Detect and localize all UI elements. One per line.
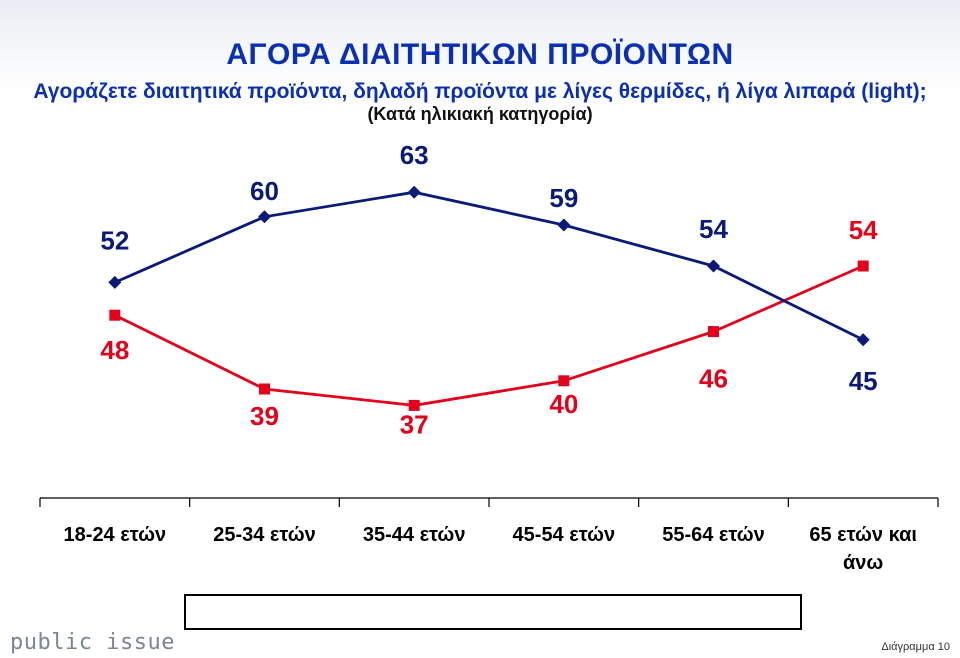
data-label-Ναι: 37 (400, 409, 429, 439)
data-label-Ναι: 46 (699, 364, 728, 394)
data-point-Όχι (407, 185, 421, 199)
data-point-Ναι (558, 375, 570, 387)
data-label-Όχι: 54 (699, 214, 728, 244)
x-tick-label: 35-44 ετών (363, 524, 466, 546)
data-label-Όχι: 60 (250, 176, 279, 206)
data-point-Όχι (856, 333, 870, 347)
data-label-Όχι: 59 (549, 183, 578, 213)
chart-title: ΑΓΟΡΑ ΔΙΑΙΤΗΤΙΚΩΝ ΠΡΟΪΟΝΤΩΝ (226, 38, 734, 71)
data-point-Όχι (707, 259, 720, 273)
diagram-label: Διάγραμμα 10 (881, 641, 950, 653)
data-point-Ναι (708, 326, 719, 338)
chart-subtitle: Αγοράζετε διαιτητικά προϊόντα, δηλαδή πρ… (33, 80, 927, 103)
data-label-Ναι: 40 (549, 389, 578, 419)
data-point-Όχι (108, 275, 122, 289)
x-tick-label: 25-34 ετών (213, 524, 316, 546)
x-tick-label: άνω (843, 552, 883, 574)
series-line-Ναι (114, 264, 864, 407)
data-point-Ναι (408, 399, 420, 411)
public-issue-logo: public issue (10, 630, 175, 655)
data-point-Όχι (258, 210, 271, 224)
chart-note: (Κατά ηλικιακή κατηγορία) (367, 104, 593, 124)
legend (184, 594, 802, 630)
data-point-Ναι (259, 383, 270, 395)
x-tick-label: 55-64 ετών (662, 524, 765, 546)
data-point-Ναι (857, 260, 869, 272)
x-tick-label: 45-54 ετών (513, 524, 616, 546)
data-label-Ναι: 54 (849, 215, 878, 245)
series-line-Όχι (114, 190, 864, 342)
x-tick-label: 65 ετών και (809, 524, 917, 546)
data-label-Όχι: 63 (400, 140, 429, 170)
x-tick-label: 18-24 ετών (64, 524, 167, 546)
data-label-Όχι: 52 (100, 225, 129, 255)
data-point-Όχι (557, 218, 571, 232)
data-label-Ναι: 39 (250, 401, 279, 431)
data-label-Όχι: 45 (849, 366, 878, 396)
data-point-Ναι (109, 309, 121, 321)
data-label-Ναι: 48 (100, 335, 129, 365)
